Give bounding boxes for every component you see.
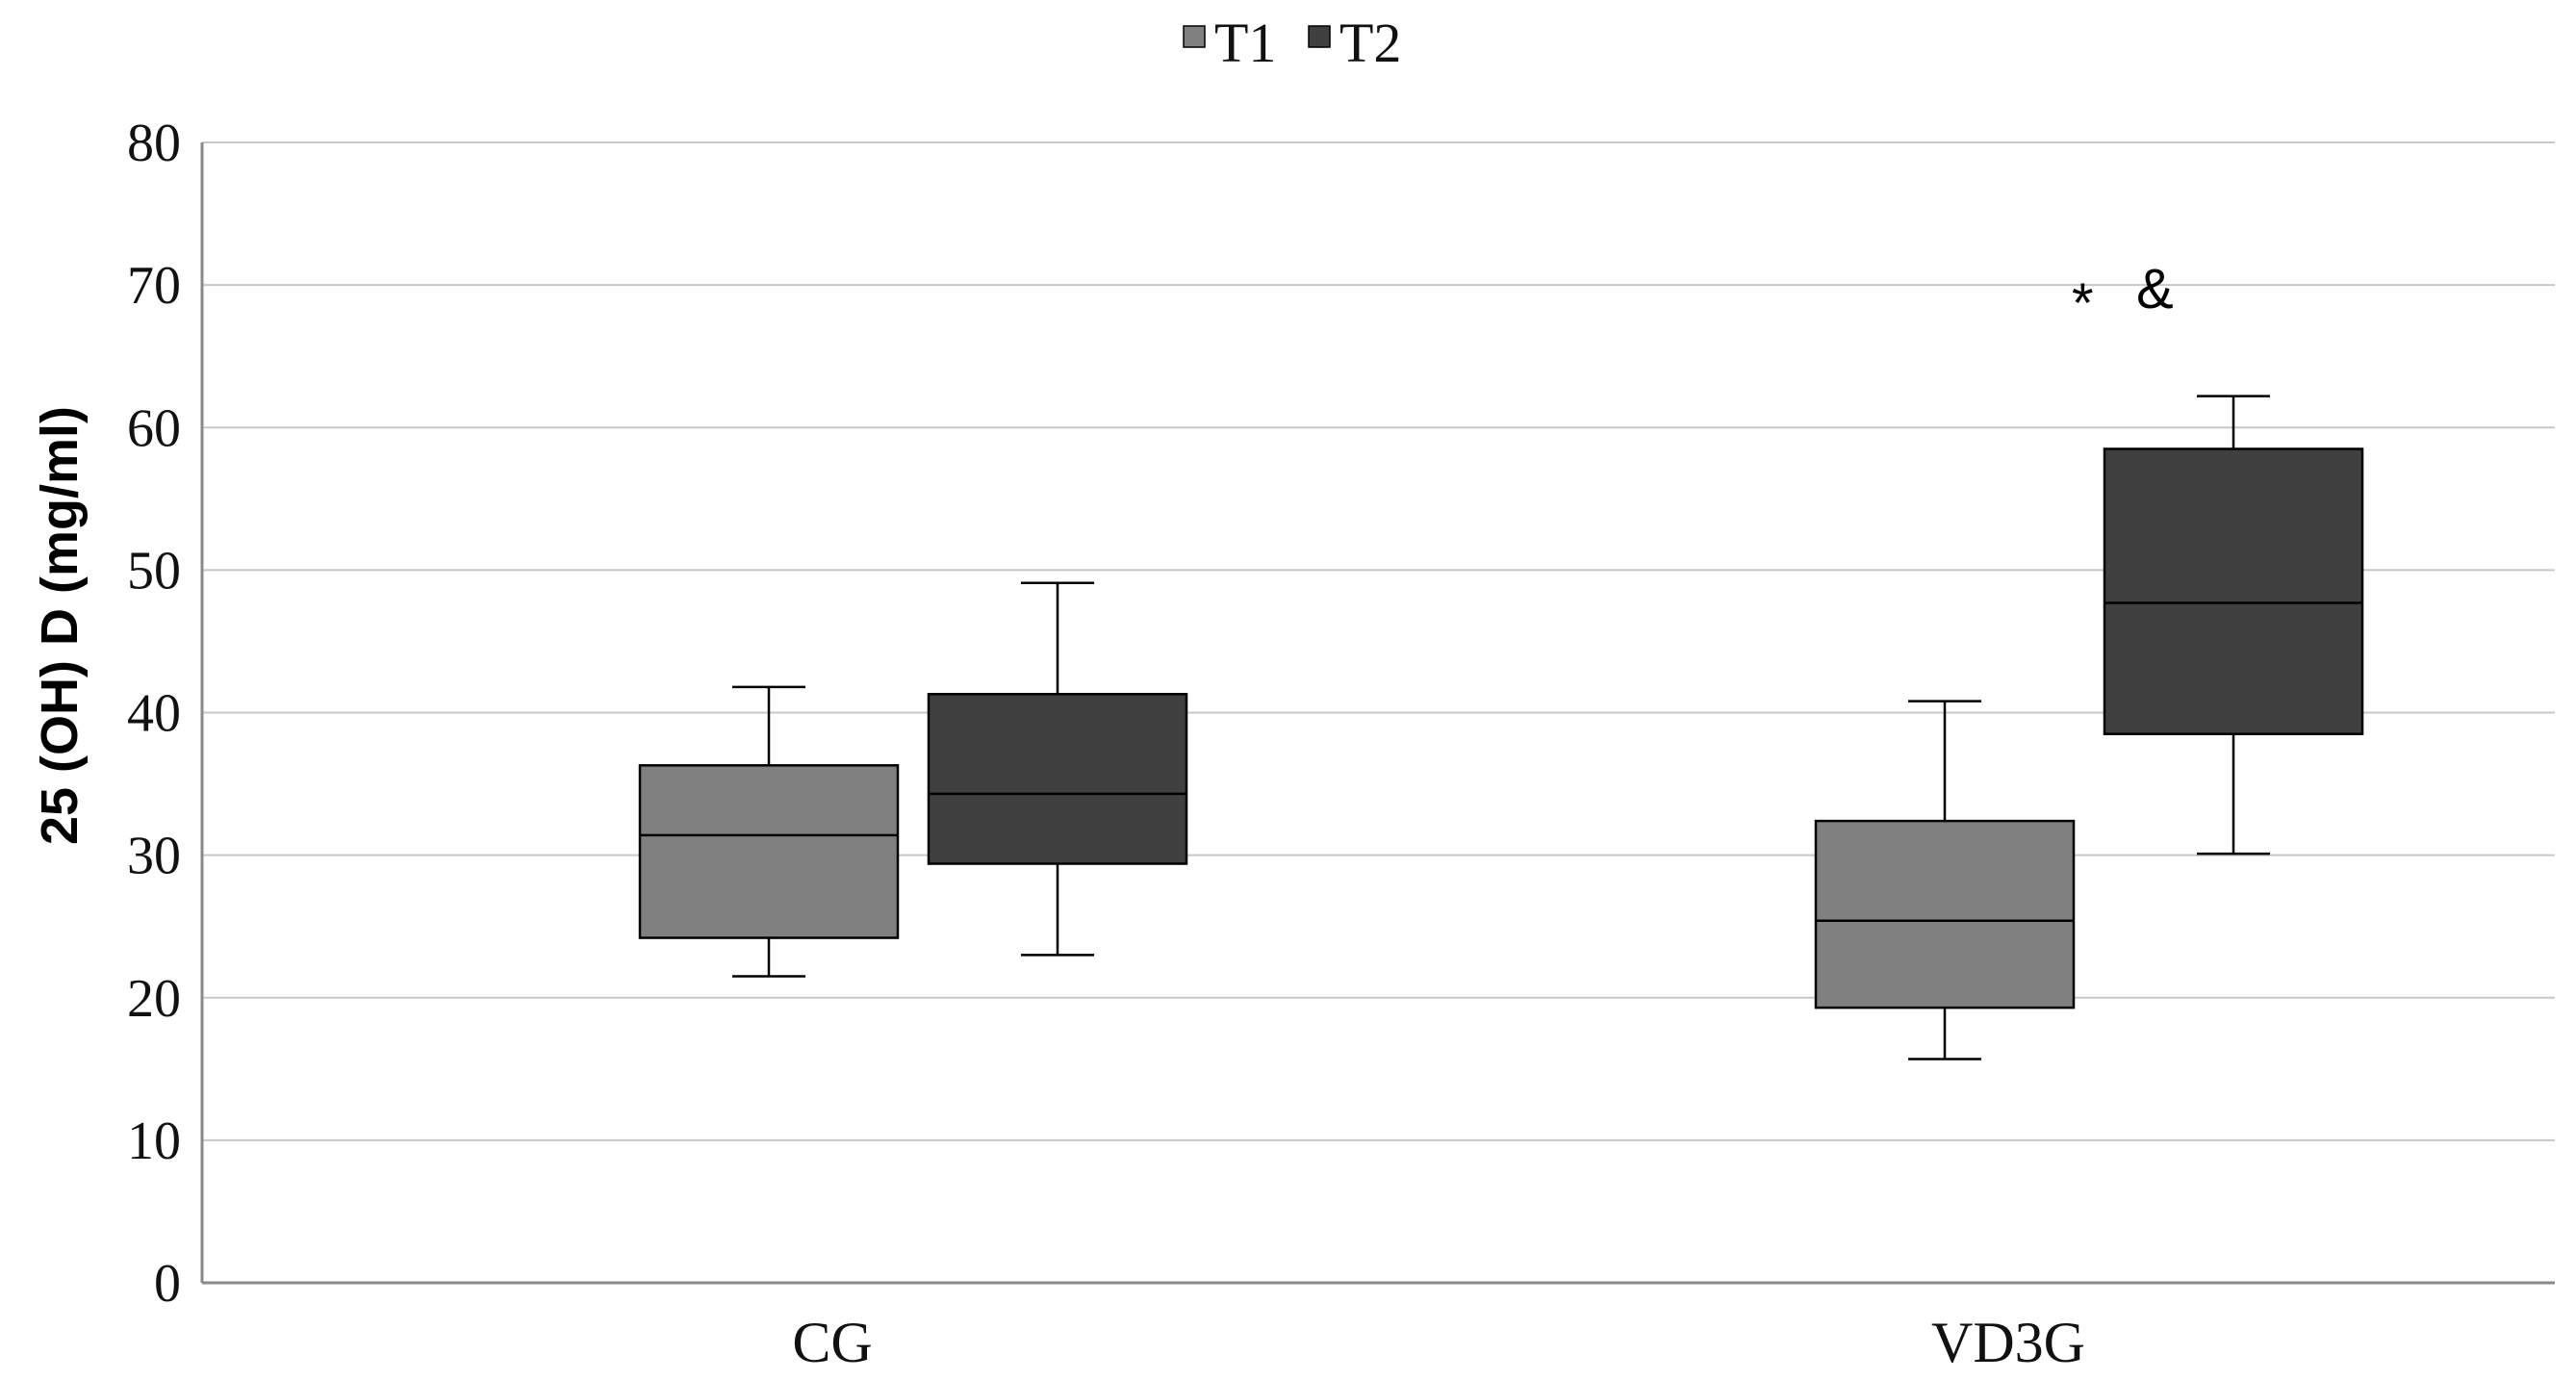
- box-t1-cg: [638, 685, 900, 978]
- y-axis-label: 25 (OH) D (mg/ml): [31, 406, 89, 845]
- legend-item-t2: T2: [1308, 12, 1401, 74]
- y-tick-label: 80: [127, 114, 181, 173]
- y-axis-ticks: 0 10 20 30 40 50 60 70 80: [127, 114, 181, 1314]
- box-iqr: [1814, 819, 2076, 1009]
- box-t2-cg: [927, 581, 1188, 957]
- box-t1-vd3g: [1814, 700, 2076, 1061]
- box-iqr: [638, 764, 900, 939]
- box-series: [638, 395, 2364, 1061]
- legend-swatch: [1308, 25, 1331, 48]
- y-tick-label: 70: [127, 256, 181, 316]
- x-category-label: VD3G: [1931, 1311, 2085, 1374]
- axes: [200, 142, 2555, 1285]
- y-tick-label: 10: [127, 1112, 181, 1171]
- legend-swatch: [1183, 25, 1206, 48]
- y-tick-label: 60: [127, 398, 181, 458]
- legend: T1 T2: [1183, 12, 1401, 74]
- x-axis-labels: CG VD3G: [792, 1311, 2085, 1374]
- annotations: * &: [2072, 258, 2174, 335]
- significance-marker: &: [2136, 258, 2174, 320]
- box-iqr: [2103, 447, 2364, 735]
- y-tick-label: 30: [127, 827, 181, 886]
- y-tick-label: 0: [154, 1254, 181, 1314]
- gridlines: [202, 141, 2555, 1141]
- box-t2-vd3g: [2103, 395, 2364, 856]
- legend-label: T1: [1214, 12, 1276, 74]
- y-tick-label: 40: [127, 684, 181, 744]
- y-tick-label: 50: [127, 541, 181, 601]
- significance-marker: *: [2072, 272, 2094, 335]
- box-iqr: [927, 692, 1188, 865]
- legend-label: T2: [1339, 12, 1401, 74]
- y-tick-label: 20: [127, 969, 181, 1029]
- x-category-label: CG: [792, 1311, 872, 1374]
- legend-item-t1: T1: [1183, 12, 1276, 74]
